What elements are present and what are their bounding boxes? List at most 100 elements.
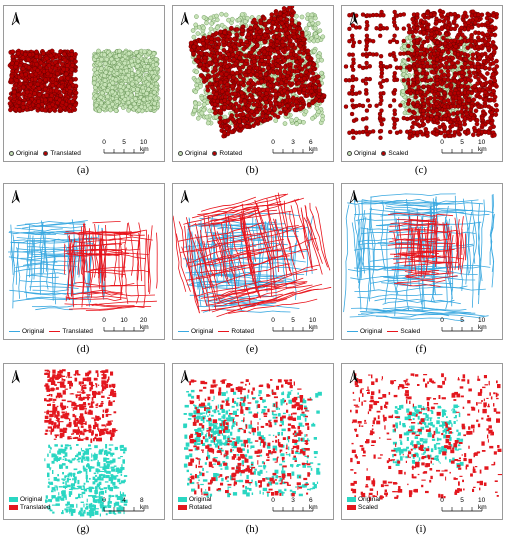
scale-bar: 0 10 20 km [98,317,158,333]
panel-a: Original Translated 0 5 10 km [3,5,165,162]
panel-d: Original Translated 0 10 20 km [3,183,165,340]
scale-label: 0 [102,139,106,146]
original-polygons [183,389,322,498]
scale-label: 0 [271,317,275,324]
caption-g: (g) [76,523,90,535]
original-points [91,48,161,114]
scale-label: 0 [102,317,106,324]
scale-label: 3 [291,139,295,146]
transformed-points [7,48,79,114]
scale-label: 5 [460,497,464,504]
legend-transformed-label: Rotated [219,149,243,157]
legend: Original Rotated [178,328,259,335]
transformed-swatch [178,504,187,510]
north-arrow-icon [180,370,189,384]
panel-e: Original Rotated 0 5 10 km [172,183,334,340]
scale-label: 5 [122,139,126,146]
caption-h: (h) [245,523,259,535]
caption-i: (i) [415,523,427,535]
legend: Original Translated [9,150,86,157]
north-arrow-icon [11,370,20,384]
caption-b: (b) [245,164,259,176]
transformed-lines [63,221,158,311]
legend-original-label: Original [358,495,381,503]
legend: Original Scaled [347,328,425,335]
scale-label: 10 km [309,317,318,331]
scale-label: 0 [440,317,444,324]
scale-bar: 0 4 8 km [98,497,158,513]
transformed-polygons [188,379,312,497]
legend-transformed-label: Scaled [388,149,409,157]
scale-bar: 0 5 10 km [436,139,496,155]
panel-f: Original Scaled 0 5 10 km [341,183,503,340]
legend: Original Rotated [178,150,247,157]
legend-transformed-label: Translated [50,149,81,157]
transformed-polygons [44,369,118,443]
original-swatch [9,150,14,156]
legend: Original Translated [9,328,98,335]
scale-label: 5 [460,317,464,324]
legend-original-label: Original [16,149,39,157]
scale-label: 10 km [140,139,149,153]
map-polys [183,379,322,498]
north-arrow-icon [180,12,189,26]
legend: Original Scaled [347,496,385,512]
transformed-swatch [43,150,49,156]
scale-bar: 0 3 6 km [267,139,327,155]
scale-label: 5 [291,317,295,324]
legend-original-label: Original [360,327,383,335]
transformed-swatch [9,504,18,510]
caption-a: (a) [76,164,90,176]
legend-transformed-label: Rotated [231,327,255,335]
scale-label: 10 km [478,497,487,511]
map-lines [343,193,495,322]
scale-label: 4 [122,497,126,504]
transformed-points [343,8,500,141]
map-points [188,6,327,139]
scale-label: 5 [460,139,464,146]
transformed-polygons [350,373,502,501]
transformed-swatch [347,504,356,510]
original-swatch [178,496,187,502]
panel-c: Original Scaled 0 5 10 km [341,5,503,162]
scale-label: 0 [102,497,106,504]
north-arrow-icon [349,370,358,384]
map-points [343,8,500,141]
scale-bar: 0 5 10 km [436,497,496,513]
legend-original-label: Original [185,149,208,157]
legend-transformed-label: Scaled [400,327,421,335]
panel-i: Original Scaled 0 5 10 km [341,363,503,520]
transformed-swatch [387,330,399,332]
legend-original-label: Original [22,327,45,335]
north-arrow-icon [349,12,358,26]
original-swatch [9,330,20,332]
original-swatch [347,150,352,156]
scale-label: 6 km [309,139,318,153]
map-points [7,48,161,114]
north-arrow-icon [11,190,20,204]
legend-transformed-label: Scaled [358,503,378,511]
scale-label: 10 km [478,317,487,331]
caption-e: (e) [245,343,259,355]
legend-original-label: Original [20,495,43,503]
legend-original-label: Original [191,327,214,335]
scale-label: 0 [271,497,275,504]
map-polys [350,373,502,501]
scale-bar: 0 5 10 km [98,139,158,155]
panel-b: Original Rotated 0 3 6 km [172,5,334,162]
scale-label: 10 [120,317,128,324]
scale-label: 0 [440,497,444,504]
scale-bar: 0 5 10 km [267,317,327,333]
original-swatch [347,496,356,502]
caption-d: (d) [76,343,90,355]
scale-label: 20 km [140,317,149,331]
transformed-swatch [218,330,230,332]
legend-transformed-label: Rotated [189,503,212,511]
transformed-swatch [381,150,387,156]
original-swatch [9,496,18,502]
map-lines [173,192,332,318]
transformed-points [188,6,327,139]
transformed-swatch [212,150,218,156]
panel-g: Original Translated 0 4 8 km [3,363,165,520]
scale-label: 10 km [478,139,487,153]
